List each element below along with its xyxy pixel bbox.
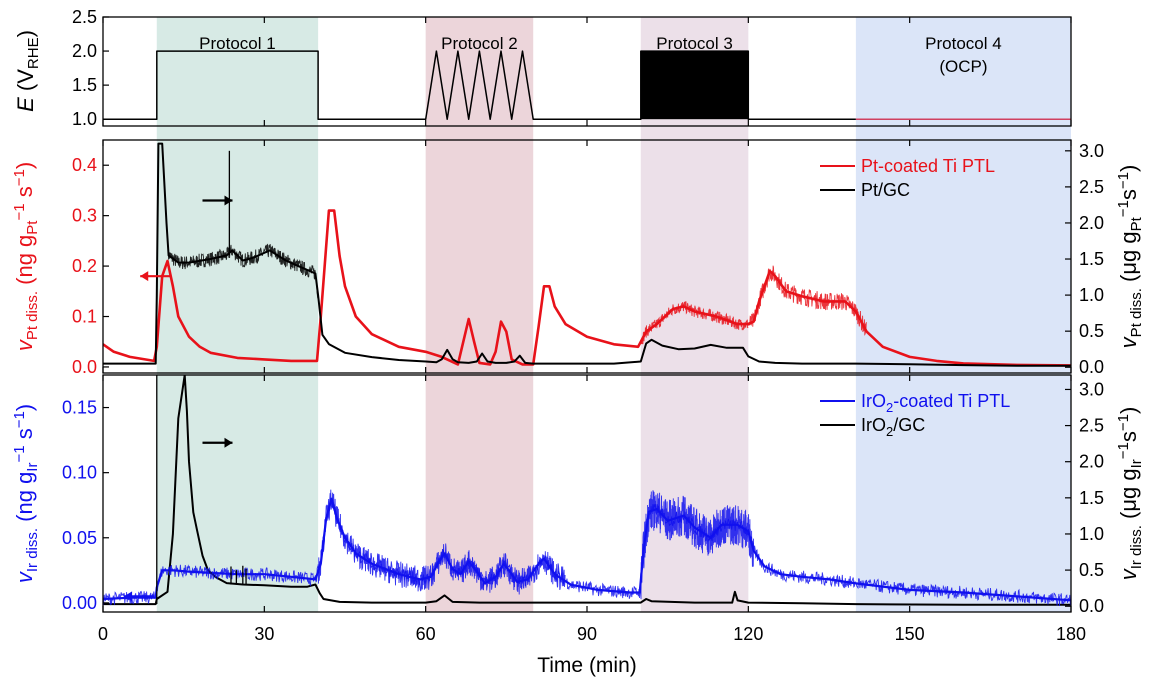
xtick-label-2: 60 [416, 624, 436, 644]
xtick-label-3: 90 [577, 624, 597, 644]
arrow-head-iridium-0 [124, 591, 133, 602]
series-iridium-noise-2 [640, 490, 754, 600]
ytick-right-label-iridium-2: 1.0 [1079, 524, 1104, 544]
protocol-label-3: Protocol 3 [656, 34, 733, 53]
ytick-left-label-iridium-3: 0.15 [62, 398, 97, 418]
arrow-head-platinum-0 [140, 271, 149, 282]
ytick-right-label-iridium-3: 1.5 [1079, 488, 1104, 508]
ytick-right-label-platinum-5: 2.5 [1079, 177, 1104, 197]
ytick-left-label-platinum-0: 0.0 [72, 357, 97, 377]
ytick-right-label-iridium-4: 2.0 [1079, 452, 1104, 472]
ytick-left-label-platinum-1: 0.1 [72, 307, 97, 327]
ytick-left-label-iridium-2: 0.10 [62, 463, 97, 483]
x-axis-title: Time (min) [537, 654, 637, 677]
ytick-label-potential-1: 1.5 [72, 75, 97, 95]
legend-label-platinum-0: Pt-coated Ti PTL [861, 156, 995, 176]
xtick-label-1: 30 [254, 624, 274, 644]
ytick-right-label-platinum-0: 0.0 [1079, 357, 1104, 377]
ylabel-right-iridium: vIr diss. (μg gIr−1s−1) [1115, 407, 1145, 581]
series-potential-1 [103, 50, 856, 120]
ytick-label-potential-3: 2.5 [72, 7, 97, 27]
protocol-band-1 [156, 17, 319, 612]
axes [102, 16, 1072, 613]
legend-label-iridium-0: IrO2-coated Ti PTL [861, 391, 1010, 415]
ytick-right-label-iridium-5: 2.5 [1079, 416, 1104, 436]
labels: Protocol 1 Protocol 2 Protocol 3 Protocol 4… [11, 7, 1145, 677]
panel-potential-plot [103, 50, 1071, 120]
series-platinum-noise-1 [167, 238, 319, 299]
ytick-right-label-iridium-0: 0.0 [1079, 596, 1104, 616]
ytick-right-label-platinum-3: 1.5 [1079, 249, 1104, 269]
ylabel-right-platinum: vPt diss. (μg gPt−1s−1) [1115, 165, 1145, 349]
xtick-label-0: 0 [98, 624, 108, 644]
series-iridium-noise-1 [103, 498, 1071, 607]
arrow-head-platinum-1 [224, 195, 233, 206]
ylabel-left-iridium: vIr diss. (ng gIr−1 s−1) [11, 404, 41, 583]
legend-label-platinum-1: Pt/GC [861, 180, 910, 200]
plot-series [103, 50, 1071, 607]
ytick-label-potential-0: 1.0 [72, 109, 97, 129]
ytick-right-label-platinum-2: 1.0 [1079, 285, 1104, 305]
ytick-left-label-platinum-2: 0.2 [72, 256, 97, 276]
series-platinum-noise-3 [747, 265, 867, 336]
xtick-label-5: 150 [895, 624, 925, 644]
series-iridium-2 [103, 375, 1071, 606]
protocol-bands [156, 17, 1071, 612]
legend-label-iridium-1: IrO2/GC [861, 415, 925, 439]
protocol-band-4 [855, 17, 1071, 612]
panel-platinum-plot [103, 142, 1071, 367]
arrow-head-iridium-1 [224, 437, 233, 448]
xtick-label-4: 120 [733, 624, 763, 644]
ytick-left-label-platinum-4: 0.4 [72, 155, 97, 175]
xtick-label-6: 180 [1056, 624, 1086, 644]
ytick-right-label-platinum-6: 3.0 [1079, 141, 1104, 161]
ytick-left-label-platinum-3: 0.3 [72, 206, 97, 226]
ytick-left-label-iridium-0: 0.00 [62, 593, 97, 613]
ytick-right-label-platinum-1: 0.5 [1079, 321, 1104, 341]
protocol-label-4: Protocol 4 [925, 34, 1002, 53]
ytick-left-label-iridium-1: 0.05 [62, 528, 97, 548]
ytick-right-label-platinum-4: 2.0 [1079, 213, 1104, 233]
potential-block [640, 51, 749, 120]
protocol-label-2: Protocol 2 [441, 34, 518, 53]
series-iridium-noise-3 [317, 489, 566, 595]
ylabel-potential: E (VRHE) [13, 30, 42, 112]
ytick-right-label-iridium-1: 0.5 [1079, 560, 1104, 580]
ylabel-left-platinum: vPt diss. (ng gPt−1 s−1) [11, 162, 41, 351]
protocol-sublabel-4: (OCP) [939, 57, 987, 76]
ytick-right-label-iridium-6: 3.0 [1079, 379, 1104, 399]
protocol-band-2 [425, 17, 534, 612]
ytick-label-potential-2: 2.0 [72, 41, 97, 61]
panel-iridium-plot [103, 375, 1071, 607]
protocol-label-1: Protocol 1 [199, 34, 276, 53]
series-platinum-noise-2 [640, 301, 749, 345]
